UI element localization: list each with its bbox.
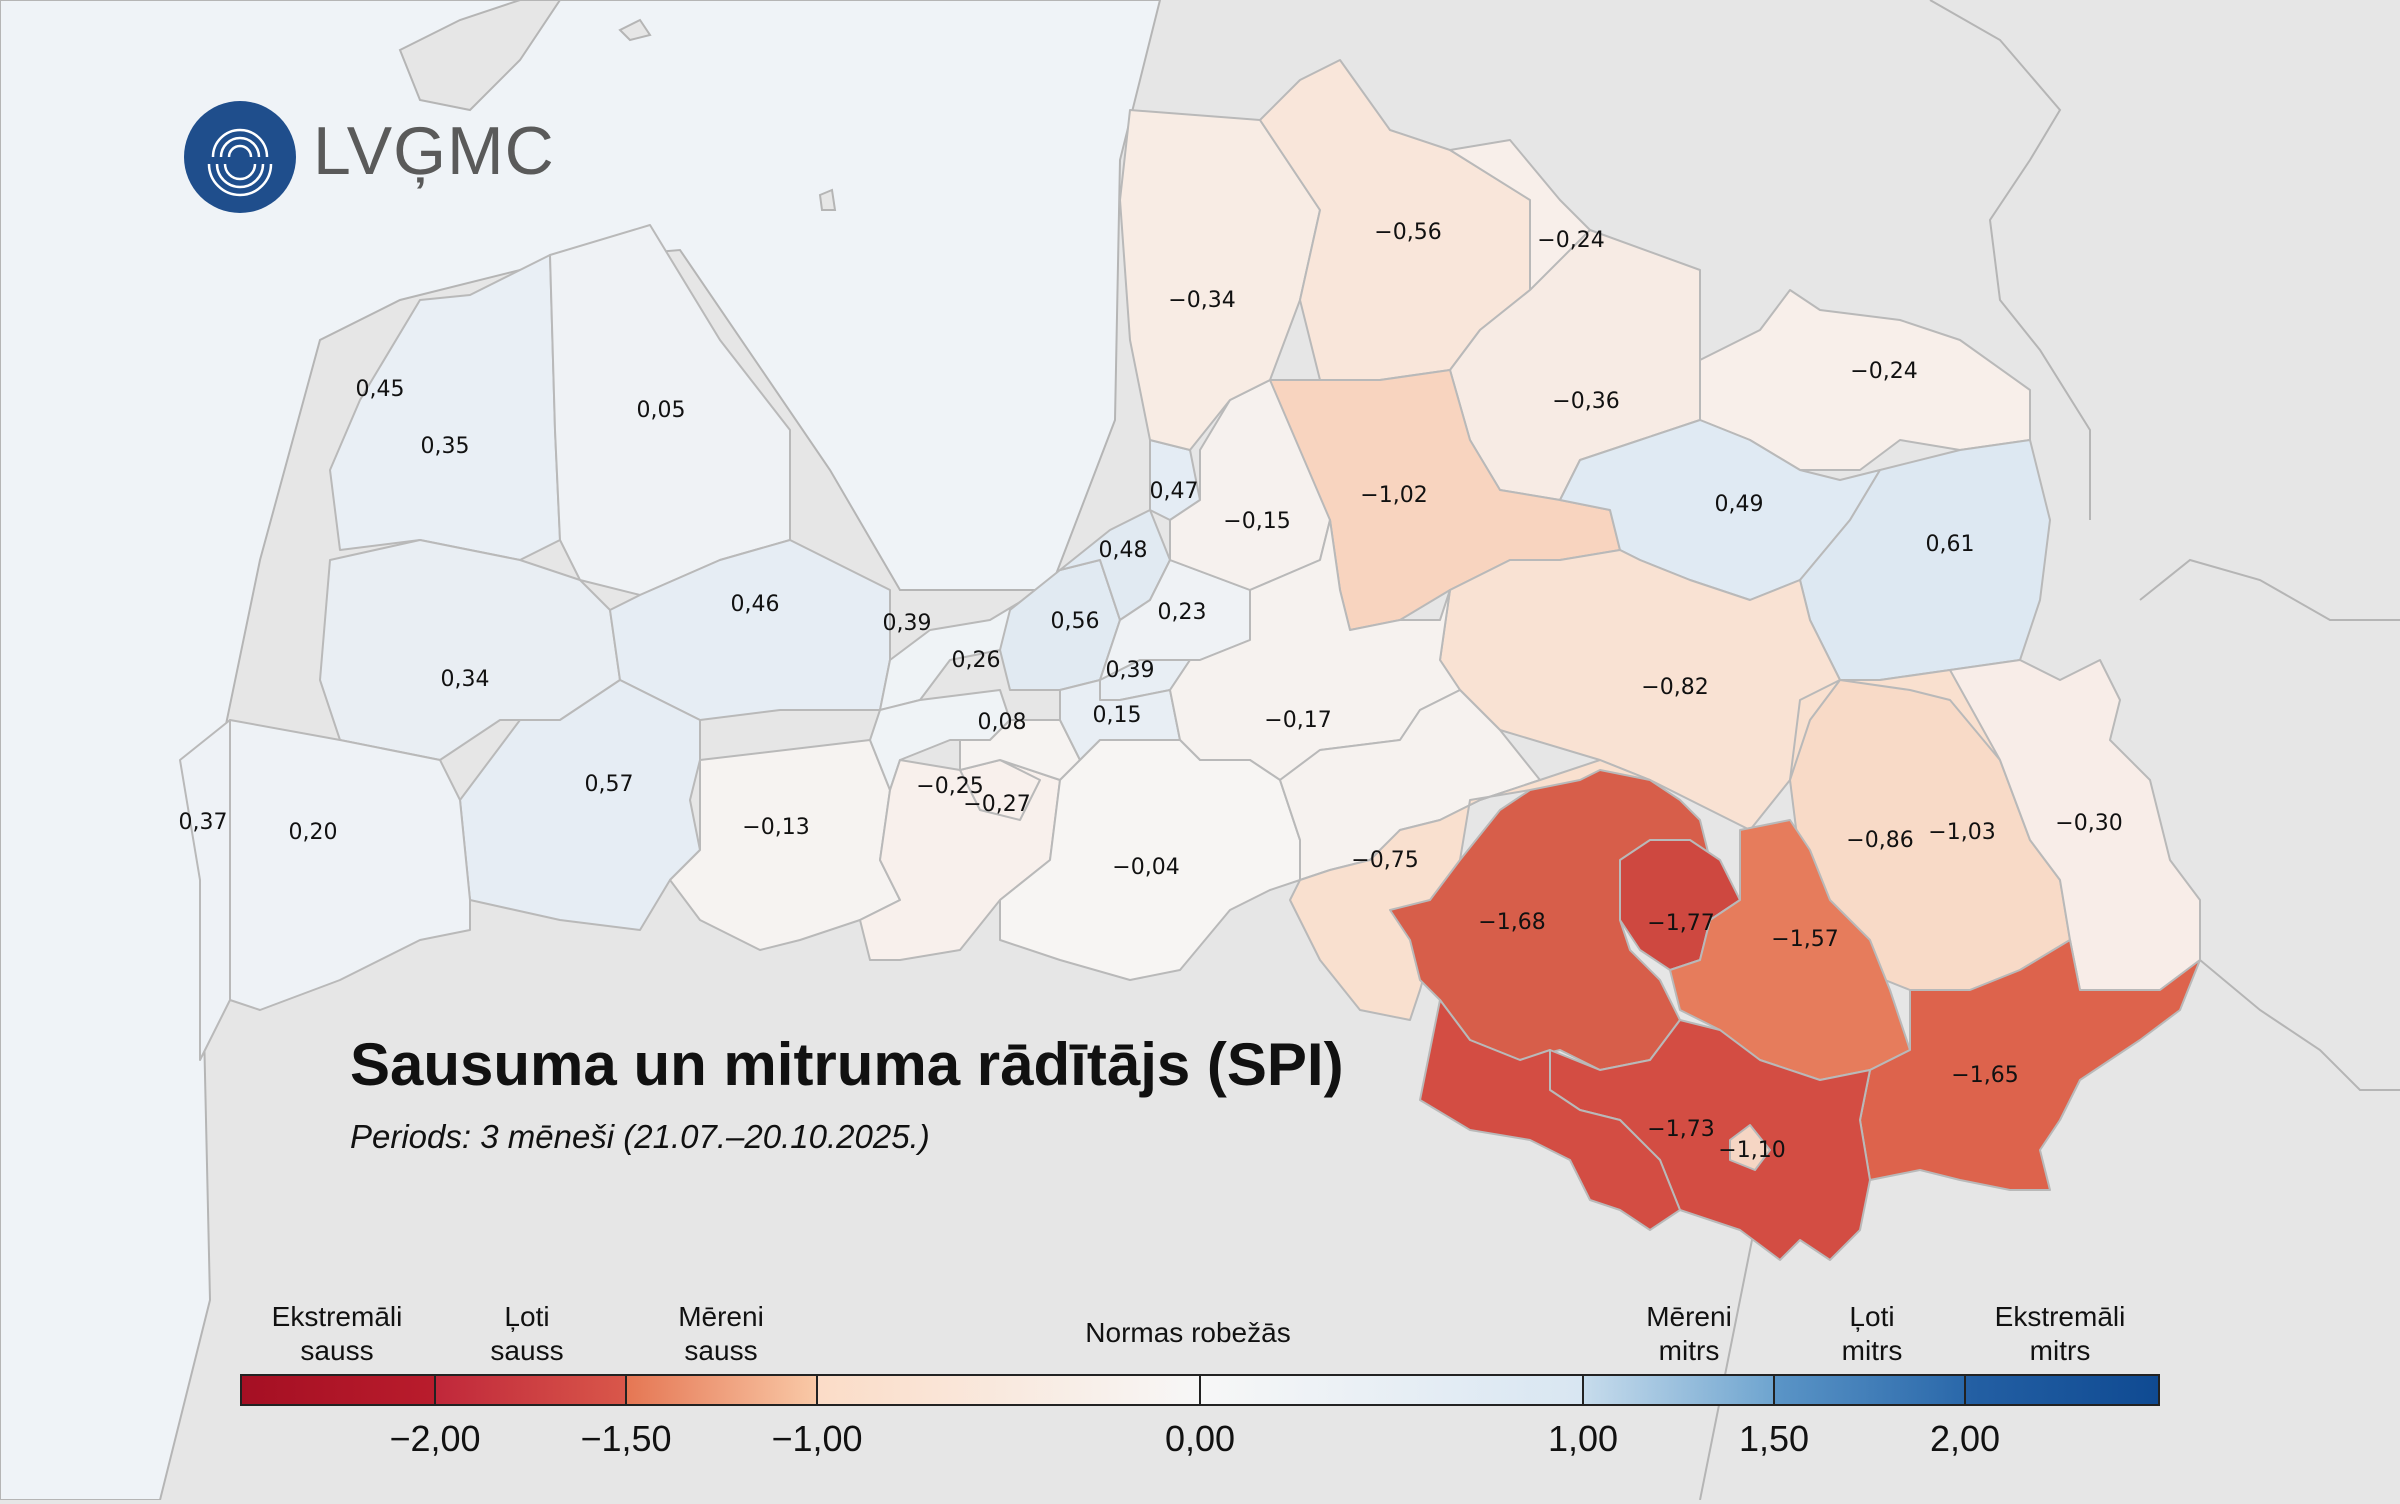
value-label: −0,86	[1846, 828, 1913, 853]
map-title: Sausuma un mitruma rādītājs (SPI)	[350, 1031, 1344, 1098]
value-label: 0,39	[1106, 658, 1155, 683]
legend-category: Normas robežās	[1028, 1316, 1348, 1350]
value-label: −0,34	[1168, 288, 1235, 313]
value-label: 0,49	[1715, 492, 1764, 517]
legend-category: Mēreni mitrs	[1579, 1300, 1799, 1368]
legend-category: Ļoti sauss	[417, 1300, 637, 1368]
legend-category-line1: Normas robežās	[1085, 1317, 1291, 1348]
value-label: 0,08	[978, 710, 1027, 735]
region-grobina	[179, 719, 231, 1061]
region-balvi	[1949, 659, 2201, 991]
value-label: −0,75	[1351, 848, 1418, 873]
value-label: 0,39	[883, 611, 932, 636]
value-label: 0,45	[356, 377, 405, 402]
value-label: 0,20	[289, 820, 338, 845]
legend-tick: 1,50	[1738, 1418, 1810, 1459]
region-daugavpils	[1729, 1124, 1771, 1171]
legend-category-line1: Ekstremāli	[271, 1301, 403, 1332]
value-label: 0,26	[952, 648, 1001, 673]
islands	[398, 0, 837, 211]
value-label: −0,24	[1850, 359, 1917, 384]
value-label: 0,05	[637, 398, 686, 423]
legend-category-line2: sauss	[490, 1335, 564, 1366]
legend-category-line2: sauss	[684, 1335, 758, 1366]
value-label: 0,48	[1099, 538, 1148, 563]
region-liepaja-novads	[229, 719, 471, 1011]
value-label: 0,15	[1093, 703, 1142, 728]
legend-category-line1: Mēreni	[1646, 1301, 1732, 1332]
regions	[179, 59, 2201, 1261]
legend-tick: 2,00	[1929, 1418, 2001, 1459]
value-label: −1,77	[1647, 911, 1714, 936]
logo-text: LVĢMC	[313, 113, 555, 189]
legend-category: Ļoti mitrs	[1762, 1300, 1982, 1368]
value-label: −1,03	[1928, 820, 1995, 845]
value-label: 0,23	[1158, 600, 1207, 625]
value-label: −1,10	[1718, 1138, 1785, 1163]
legend-category: Ekstremāli sauss	[227, 1300, 447, 1368]
value-label: −0,30	[2055, 811, 2122, 836]
legend-category-line2: sauss	[300, 1335, 374, 1366]
legend-tick: −1,00	[771, 1418, 863, 1459]
value-label: −0,17	[1264, 708, 1331, 733]
value-label: −0,82	[1641, 675, 1708, 700]
value-label: 0,35	[421, 434, 470, 459]
value-label: −1,57	[1771, 927, 1838, 952]
value-label: −1,65	[1951, 1063, 2018, 1088]
legend-tick: 1,00	[1547, 1418, 1619, 1459]
value-label: −0,27	[963, 792, 1030, 817]
legend-tick: −2,00	[389, 1418, 481, 1459]
lvgmc-logo-icon	[184, 101, 296, 213]
value-label: 0,47	[1150, 479, 1199, 504]
value-label: 0,37	[179, 810, 228, 835]
value-label: 0,61	[1926, 532, 1975, 557]
value-label: −0,15	[1223, 509, 1290, 534]
legend-category-line1: Mēreni	[678, 1301, 764, 1332]
region-ilukste	[1419, 999, 1681, 1231]
value-label: 0,57	[585, 772, 634, 797]
region-aluksne	[1799, 439, 2051, 681]
value-label: −1,02	[1360, 483, 1427, 508]
value-label: −1,68	[1478, 910, 1545, 935]
value-label: −0,25	[916, 774, 983, 799]
legend-category-line2: mitrs	[1658, 1335, 1720, 1366]
value-label: −0,04	[1112, 855, 1179, 880]
legend-tick: −1,50	[580, 1418, 672, 1459]
value-label: −0,13	[742, 815, 809, 840]
legend-category-line1: Ļoti	[504, 1301, 550, 1332]
legend-tick: 0,00	[1164, 1418, 1236, 1459]
legend-category-line1: Ekstremāli	[1994, 1301, 2126, 1332]
value-label: −0,24	[1537, 228, 1604, 253]
legend-colorbar	[240, 1374, 2160, 1406]
legend-category-line1: Ļoti	[1849, 1301, 1895, 1332]
value-label: −0,56	[1374, 220, 1441, 245]
lvgmc-logo: LVĢMC	[183, 100, 563, 215]
value-label: 0,46	[731, 592, 780, 617]
legend-category: Ekstremāli mitrs	[1950, 1300, 2170, 1368]
value-label: 0,34	[441, 667, 490, 692]
value-label: −0,36	[1552, 389, 1619, 414]
legend-category-line2: mitrs	[2029, 1335, 2091, 1366]
legend-category-line2: mitrs	[1841, 1335, 1903, 1366]
region-labels: 0,45 0,35 0,05 0,34 0,46 0,57 0,37 0,20 …	[179, 220, 2123, 1163]
legend-category: Mēreni sauss	[611, 1300, 831, 1368]
value-label: 0,56	[1051, 609, 1100, 634]
map-subtitle: Periods: 3 mēneši (21.07.–20.10.2025.)	[350, 1118, 930, 1155]
value-label: −1,73	[1647, 1117, 1714, 1142]
